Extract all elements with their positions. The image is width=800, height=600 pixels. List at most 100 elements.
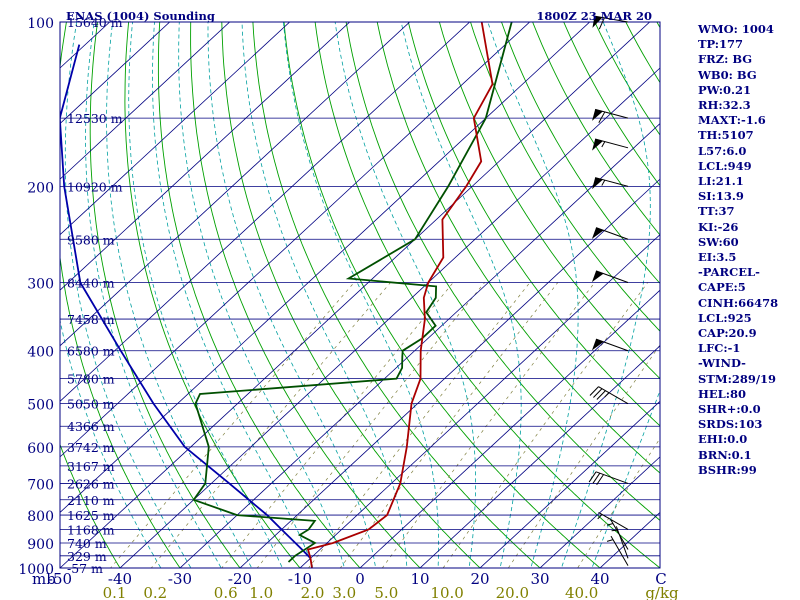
mixing-ratio-label: 3.0 xyxy=(332,584,356,600)
sounding-indices-panel: WMO: 1004 TP:177 FRZ: BG WB0: BG PW:0.21 RH:3… xyxy=(698,22,798,478)
isotherm xyxy=(299,234,660,568)
sounding-index: TH:5107 xyxy=(698,128,754,143)
height-label: 5780 m xyxy=(67,372,115,387)
temperature-line xyxy=(306,22,494,568)
moist-adiabat xyxy=(106,22,253,568)
isotherm xyxy=(119,67,660,568)
isotherm xyxy=(60,22,591,513)
mixing-ratio-line xyxy=(110,282,355,568)
height-label: 1168 m xyxy=(67,522,115,537)
isotherm xyxy=(60,22,231,180)
wind-barb xyxy=(592,177,629,190)
dewpoint-line xyxy=(192,22,513,563)
sounding-index: -WIND- xyxy=(698,356,746,371)
pressure-tick-label: 300 xyxy=(27,277,54,293)
plot-frame xyxy=(59,21,661,569)
sounding-index: L57:6.0 xyxy=(698,143,747,158)
dry-adiabat xyxy=(252,22,541,568)
height-label: 3167 m xyxy=(67,459,115,474)
pressure-tick-label: 500 xyxy=(27,398,54,414)
isotherm xyxy=(60,22,171,125)
isotherm xyxy=(179,123,660,568)
pressure-tick-label: 200 xyxy=(27,180,54,196)
isotherm xyxy=(0,10,3,580)
dry-adiabat xyxy=(221,22,481,568)
mixing-ratio-line xyxy=(308,282,531,568)
isotherm xyxy=(60,22,471,402)
dry-adiabat xyxy=(60,22,181,568)
sounding-profiles xyxy=(60,22,513,568)
mixing-ratio-label: 0.2 xyxy=(143,584,167,600)
wind-barb xyxy=(592,15,629,30)
isotherm xyxy=(479,400,660,568)
dry-adiabat xyxy=(376,22,660,474)
mixing-ratio-label: 1.0 xyxy=(249,584,273,600)
pressure-tick-label: 700 xyxy=(27,477,54,493)
sounding-index: WB0: BG xyxy=(698,67,757,82)
chart-title: ENAS (1004) Sounding xyxy=(66,9,215,23)
dry-adiabat xyxy=(314,22,660,568)
pressure-unit-label: mb xyxy=(32,570,56,588)
height-label: 740 m xyxy=(67,536,107,551)
mixing-ratio-label: 40.0 xyxy=(565,584,598,600)
pressure-tick-label: 100 xyxy=(27,16,54,32)
height-label: 329 m xyxy=(67,549,107,564)
height-label: 7458 m xyxy=(67,312,115,327)
dry-adiabat xyxy=(345,22,660,521)
sounding-index: TT:37 xyxy=(698,204,735,219)
sounding-index: WMO: 1004 xyxy=(698,22,774,36)
sounding-index: CINH:66478 xyxy=(698,295,779,310)
moist-adiabat xyxy=(85,22,222,568)
height-label: 15640 m xyxy=(67,15,123,30)
wind-barb xyxy=(592,138,629,151)
moist-adiabat xyxy=(64,22,192,568)
dry-adiabat xyxy=(89,22,241,568)
sounding-index: LCL:925 xyxy=(698,310,752,325)
sounding-index: KI:-26 xyxy=(698,219,739,234)
isotherm xyxy=(359,289,660,568)
mixing-ratio-line xyxy=(339,282,559,568)
moist-adiabat xyxy=(152,22,314,568)
wind-barb xyxy=(591,227,629,240)
height-label: 10920 m xyxy=(67,179,123,194)
sounding-index: LCL:949 xyxy=(698,158,752,173)
isotherm xyxy=(60,22,531,458)
mixing-ratio-line xyxy=(221,282,454,568)
pressure-tick-label: 900 xyxy=(27,537,54,553)
dry-adiabat xyxy=(190,22,421,568)
mixing-ratio-label: 2.0 xyxy=(301,584,325,600)
sounding-index: FRZ: BG xyxy=(698,52,753,67)
sounding-index: BRN:0.1 xyxy=(698,447,752,462)
isotherm xyxy=(0,10,63,580)
sounding-index: LFC:-1 xyxy=(698,341,741,356)
sounding-index: PW:0.21 xyxy=(698,82,752,97)
isotherm xyxy=(239,178,660,568)
wind-barb xyxy=(606,535,629,566)
moist-adiabat xyxy=(487,22,579,568)
moist-adiabat xyxy=(560,22,651,568)
height-label: 5050 m xyxy=(67,397,115,412)
sounding-index: MAXT:-1.6 xyxy=(698,113,766,128)
mixing-ratio-unit-label: g/kg xyxy=(645,584,679,600)
temperature-tick-label: -10 xyxy=(288,570,312,588)
height-label: 3742 m xyxy=(67,440,115,455)
sounding-index: CAPE:5 xyxy=(698,280,746,295)
sounding-index: RH:32.3 xyxy=(698,98,751,113)
mixing-ratio-line xyxy=(442,282,648,568)
mixing-ratio-label: 0.1 xyxy=(103,584,127,600)
pressure-tick-label: 600 xyxy=(27,441,54,457)
dry-adiabat xyxy=(470,22,660,332)
mixing-ratio-line xyxy=(381,282,595,568)
moist-adiabat xyxy=(400,22,522,568)
sounding-index: STM:289/19 xyxy=(698,371,777,386)
wind-barb xyxy=(592,108,629,123)
sounding-index: TP:177 xyxy=(698,37,744,52)
temperature-unit-label: C xyxy=(655,570,666,588)
isotherm xyxy=(60,22,651,568)
mixing-ratio-label: 0.6 xyxy=(214,584,238,600)
isotherm xyxy=(60,22,411,347)
dry-adiabat xyxy=(501,22,660,285)
mixing-ratio-label: 20.0 xyxy=(496,584,529,600)
height-label: -57 m xyxy=(67,561,103,576)
